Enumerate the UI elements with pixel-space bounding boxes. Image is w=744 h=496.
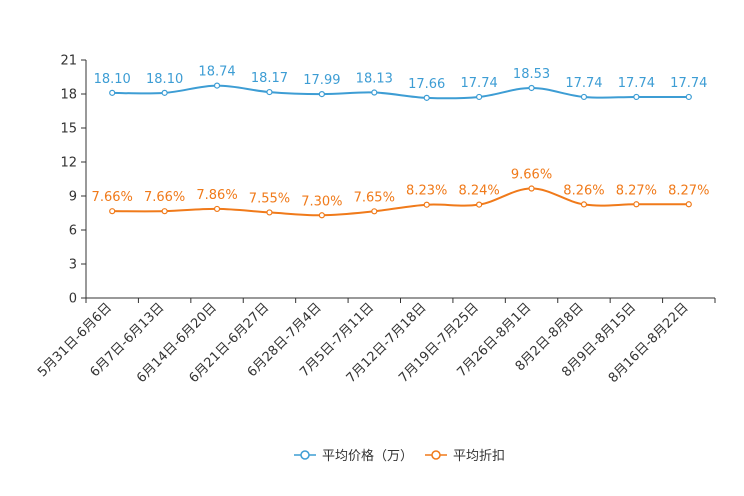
data-point: [685, 201, 692, 208]
data-point: [685, 93, 692, 101]
data-point: [580, 93, 588, 101]
data-point: [423, 94, 430, 101]
data-point: [266, 88, 273, 96]
y-tick-label: 9: [69, 190, 77, 205]
data-label: 8.24%: [458, 184, 499, 199]
data-label: 7.86%: [196, 188, 237, 203]
data-point: [371, 208, 378, 215]
data-point: [109, 208, 116, 215]
data-label: 17.99: [303, 73, 340, 88]
data-label: 7.66%: [144, 190, 185, 205]
data-label: 18.13: [356, 72, 393, 87]
data-label: 8.27%: [616, 183, 657, 198]
data-point: [161, 208, 168, 215]
data-point: [318, 91, 325, 98]
data-label: 9.66%: [511, 168, 552, 183]
y-tick-label: 18: [60, 88, 77, 103]
data-point: [266, 209, 273, 216]
data-label: 8.23%: [406, 184, 447, 199]
data-point: [423, 201, 430, 208]
data-label: 17.66: [408, 77, 445, 92]
data-point: [318, 212, 325, 219]
data-point: [476, 201, 483, 208]
data-point: [109, 89, 116, 96]
data-point: [528, 84, 535, 92]
data-label: 18.74: [198, 65, 235, 80]
y-tick-label: 3: [69, 258, 77, 273]
y-tick-label: 0: [69, 292, 77, 307]
legend-marker-1: [300, 450, 310, 460]
data-label: 8.27%: [668, 183, 709, 198]
data-point: [580, 201, 588, 208]
data-label: 17.74: [461, 76, 498, 91]
y-tick-label: 6: [69, 224, 77, 239]
legend-label-1: 平均价格（万）: [322, 448, 413, 464]
series-line-1: [112, 84, 689, 100]
data-label: 7.66%: [92, 190, 133, 205]
data-label: 7.30%: [301, 194, 342, 209]
series-line-2: [112, 187, 689, 217]
data-label: 7.55%: [249, 191, 290, 206]
data-point: [213, 82, 221, 89]
y-tick-label: 15: [60, 122, 77, 137]
legend-marker-2: [431, 450, 441, 460]
data-point: [633, 93, 640, 101]
y-tick-label: 21: [60, 54, 77, 69]
data-label: 17.74: [565, 76, 602, 91]
data-label: 18.10: [94, 72, 131, 87]
data-point: [476, 93, 483, 101]
data-point: [528, 185, 535, 192]
data-label: 18.17: [251, 71, 288, 86]
data-point: [161, 89, 168, 96]
y-tick-label: 12: [60, 156, 77, 171]
data-label: 17.74: [618, 76, 655, 91]
data-label: 18.53: [513, 67, 550, 82]
legend-label-2: 平均折扣: [453, 449, 505, 464]
data-label: 17.74: [670, 76, 707, 91]
data-point: [371, 89, 378, 96]
data-point: [633, 201, 640, 208]
data-label: 7.65%: [354, 190, 395, 205]
data-label: 8.26%: [563, 183, 604, 198]
data-label: 18.10: [146, 72, 183, 87]
data-point: [213, 205, 221, 213]
